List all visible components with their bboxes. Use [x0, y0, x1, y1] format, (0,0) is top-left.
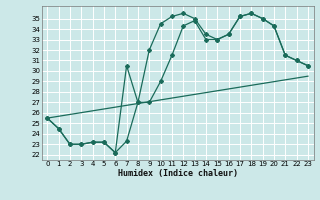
X-axis label: Humidex (Indice chaleur): Humidex (Indice chaleur) — [118, 169, 237, 178]
